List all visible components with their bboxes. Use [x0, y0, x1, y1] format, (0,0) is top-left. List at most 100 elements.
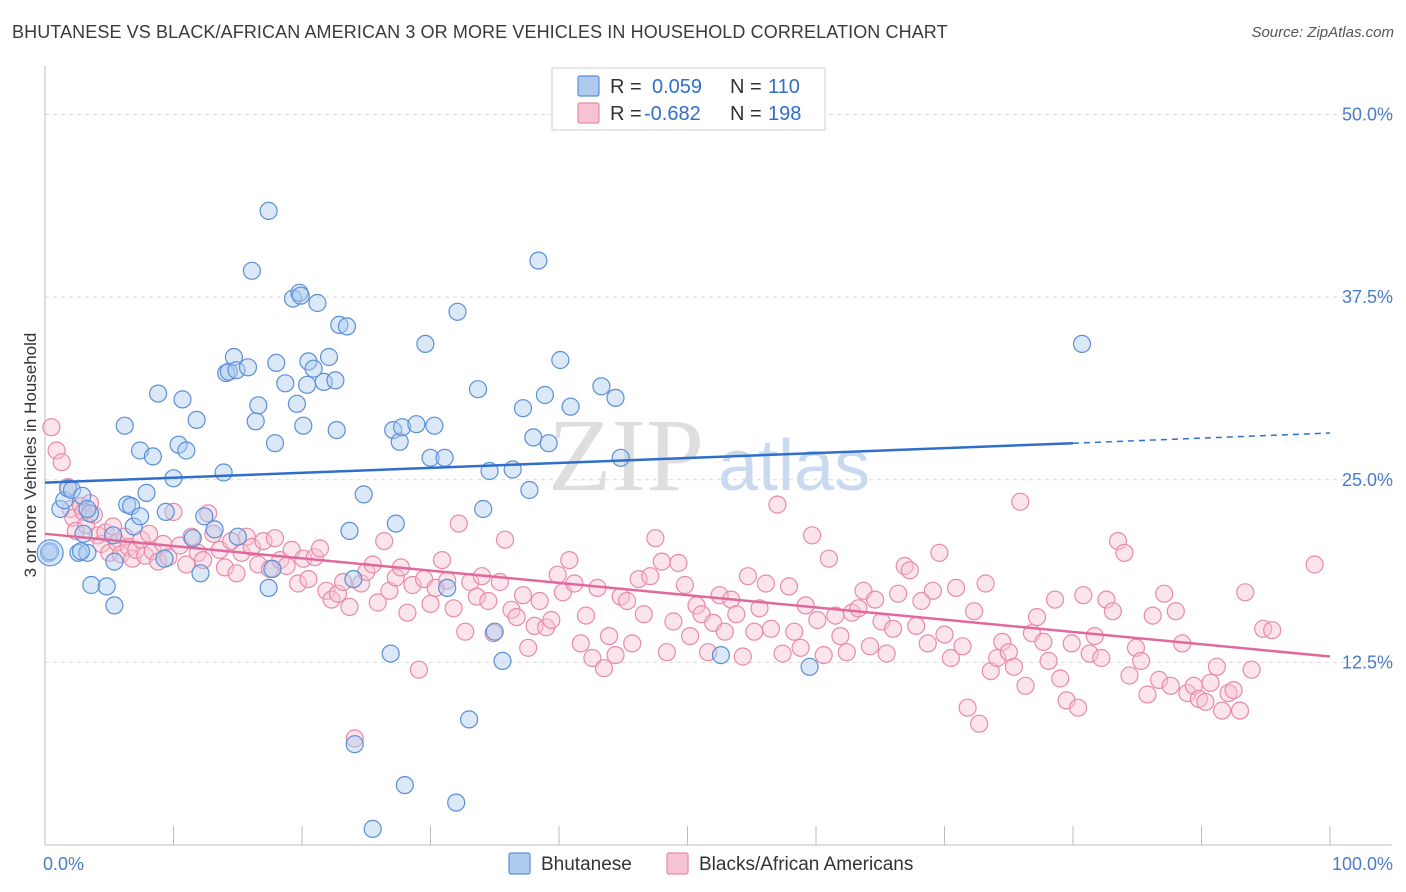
data-point	[1034, 632, 1053, 652]
data-point	[664, 612, 683, 631]
data-point	[592, 377, 611, 396]
data-point	[340, 597, 359, 617]
data-point	[242, 537, 261, 557]
data-point	[935, 625, 954, 644]
data-point	[265, 529, 285, 548]
data-point	[606, 388, 625, 407]
data-point	[1263, 621, 1282, 640]
data-point	[42, 418, 61, 437]
data-point	[291, 286, 310, 305]
data-point	[386, 568, 405, 587]
y-tick-labels: 12.5% 25.0% 37.5% 50.0%	[1342, 105, 1393, 673]
data-point	[425, 416, 444, 435]
data-point	[1138, 685, 1157, 704]
legend-n-label: N =	[730, 103, 762, 125]
data-point	[493, 651, 512, 671]
bottom-legend-label: Bhutanese	[541, 854, 632, 875]
data-point	[327, 421, 346, 440]
legend-r-value: 0.059	[652, 76, 702, 98]
data-point	[164, 502, 183, 521]
data-point	[265, 434, 285, 453]
data-point	[819, 549, 839, 568]
legend-swatch-pink	[577, 102, 600, 124]
data-point	[530, 591, 549, 611]
bottom-legend-swatch-blue	[508, 852, 531, 875]
data-point	[571, 634, 590, 653]
data-point	[918, 634, 937, 653]
data-point	[74, 524, 93, 543]
data-point	[191, 564, 210, 583]
data-point	[1074, 586, 1093, 605]
watermark: ZIP atlas	[548, 398, 870, 513]
legend-r-label: R =	[610, 103, 642, 125]
data-point	[1027, 607, 1047, 627]
y-tick-label: 37.5%	[1342, 287, 1393, 307]
data-point	[970, 714, 989, 733]
axes	[44, 66, 1392, 846]
data-point	[115, 416, 134, 435]
data-point	[449, 514, 468, 533]
data-point	[1045, 590, 1065, 609]
legend-n-value: 110	[768, 76, 800, 98]
data-point	[1103, 602, 1122, 621]
data-point	[479, 591, 498, 611]
data-point	[1166, 602, 1185, 621]
data-point	[105, 596, 124, 615]
y-tick-label: 25.0%	[1342, 470, 1393, 490]
data-point	[900, 561, 919, 580]
data-point	[1212, 701, 1232, 720]
trend-line-bhutanese	[44, 441, 1074, 484]
x-tick-label: 100.0%	[1332, 854, 1393, 874]
data-point	[319, 347, 339, 367]
watermark-atlas: atlas	[718, 426, 870, 506]
data-point	[215, 558, 234, 577]
data-point	[205, 520, 224, 539]
data-point	[524, 428, 543, 447]
data-point	[1085, 626, 1104, 646]
data-point	[993, 632, 1012, 652]
data-point	[344, 569, 363, 589]
data-point	[953, 637, 972, 656]
data-point	[802, 526, 822, 545]
data-point	[1097, 590, 1116, 609]
data-point	[393, 418, 412, 437]
data-point	[599, 626, 619, 646]
data-point	[594, 659, 614, 678]
data-point	[122, 497, 141, 516]
data-point	[1131, 651, 1151, 671]
trend-line-bhutanese-extension	[1072, 432, 1331, 444]
data-point	[539, 434, 558, 453]
data-point	[403, 575, 422, 595]
data-point	[495, 530, 515, 549]
data-point	[438, 578, 457, 598]
data-point	[629, 569, 648, 589]
data-point	[1062, 634, 1081, 653]
data-point	[267, 353, 286, 372]
data-point	[1108, 531, 1128, 551]
series-legend: Bhutanese Blacks/African Americans	[508, 852, 913, 875]
data-point	[1039, 651, 1058, 671]
data-point	[946, 578, 966, 598]
data-point	[529, 251, 548, 270]
data-point	[560, 550, 579, 570]
data-point	[1057, 691, 1076, 710]
data-point	[381, 644, 400, 663]
data-point	[224, 347, 243, 367]
data-point	[831, 626, 850, 646]
data-point	[883, 619, 903, 638]
data-point	[435, 448, 454, 467]
data-point	[941, 648, 961, 668]
data-point	[1242, 660, 1261, 679]
data-point	[548, 565, 567, 584]
trend-lines	[44, 432, 1331, 658]
data-point	[105, 552, 124, 571]
data-point	[576, 606, 596, 625]
data-point	[227, 564, 246, 583]
data-point	[214, 463, 233, 482]
data-point	[398, 603, 417, 622]
data-point	[82, 575, 101, 595]
data-point	[55, 491, 74, 510]
data-point	[337, 317, 357, 336]
data-point	[1178, 683, 1197, 703]
data-point	[304, 359, 323, 378]
